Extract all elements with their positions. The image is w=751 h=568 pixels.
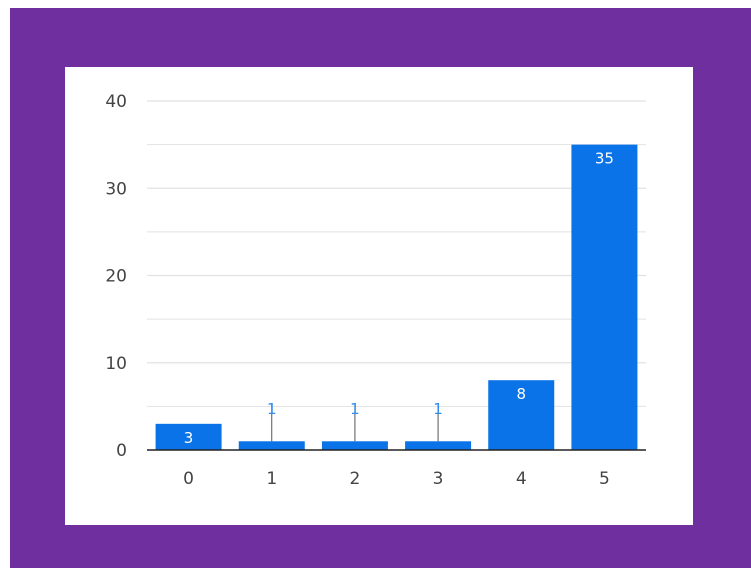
y-axis-ticks: 0 10 20 30 40 (105, 92, 127, 461)
bars (155, 144, 638, 450)
bar (238, 441, 305, 450)
bar (571, 144, 638, 450)
y-tick-label: 30 (105, 179, 127, 199)
bar (321, 441, 388, 450)
y-tick-label: 40 (105, 92, 127, 112)
x-tick-label: 3 (433, 469, 444, 489)
data-label: 35 (595, 150, 614, 168)
data-label: 8 (516, 385, 526, 403)
x-axis-ticks: 0 1 2 3 4 5 (183, 469, 610, 489)
x-tick-label: 5 (599, 469, 610, 489)
x-tick-label: 0 (183, 469, 194, 489)
data-label: 3 (184, 429, 194, 447)
bar (405, 441, 472, 450)
label-leader-lines (271, 404, 439, 442)
bar (155, 423, 222, 450)
bar (488, 380, 555, 450)
y-tick-label: 20 (105, 267, 127, 287)
y-tick-label: 10 (105, 354, 127, 374)
data-label: 1 (267, 400, 277, 418)
x-tick-label: 4 (516, 469, 527, 489)
x-tick-label: 2 (350, 469, 361, 489)
x-tick-label: 1 (266, 469, 277, 489)
data-label: 1 (433, 400, 443, 418)
gridlines (147, 100, 646, 407)
y-tick-label: 0 (116, 441, 127, 461)
data-label: 1 (350, 400, 360, 418)
